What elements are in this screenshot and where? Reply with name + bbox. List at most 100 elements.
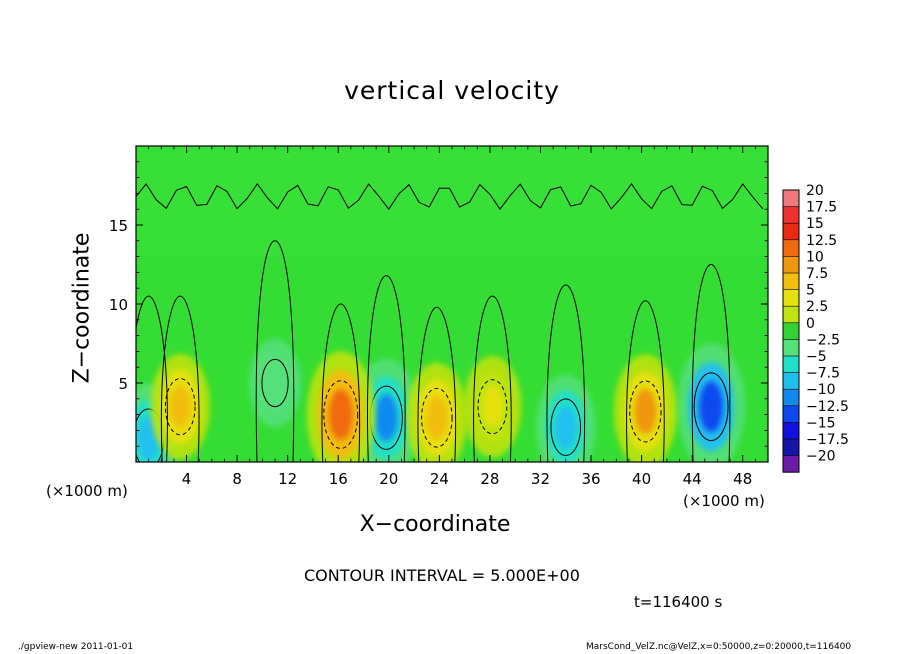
updraft-core	[699, 381, 724, 433]
zero-contour-line	[136, 295, 168, 462]
colorbar-swatch	[783, 190, 799, 207]
colorbar-swatch	[783, 389, 799, 406]
colorbar-swatch	[783, 322, 799, 340]
colorbar-swatch	[783, 439, 799, 456]
x-tick-label: 20	[379, 470, 398, 488]
updraft-contour	[261, 358, 289, 408]
colorbar-label: −17.5	[806, 432, 849, 448]
footer-left-text: ./gpview-new 2011-01-01	[18, 642, 134, 652]
plot-area	[136, 146, 768, 462]
updraft-core	[265, 365, 285, 401]
colorbar-label: −7.5	[806, 366, 840, 382]
colorbar-swatch	[783, 239, 799, 257]
colorbar-label: 0	[806, 316, 815, 332]
downdraft-core	[169, 385, 191, 428]
downdraft-feature	[614, 354, 677, 462]
downdraft-core	[426, 395, 448, 440]
colorbar-label: 2.5	[806, 299, 828, 315]
x-tick-label: 12	[278, 470, 297, 488]
updraft-feature	[677, 343, 746, 462]
downdraft-contour	[477, 379, 508, 435]
colorbar-label: −5	[806, 349, 827, 365]
colorbar-label: −12.5	[806, 399, 849, 415]
upper-contour-line	[136, 183, 764, 211]
colorbar-label: 5	[806, 283, 815, 299]
y-tick-label: 15	[109, 217, 128, 235]
colorbar-swatch	[783, 372, 799, 390]
downdraft-core	[482, 386, 503, 427]
colorbar-swatch	[783, 256, 799, 273]
x-tick-label: 32	[531, 470, 550, 488]
downdraft-feature	[463, 355, 522, 458]
x-tick-label: 40	[632, 470, 651, 488]
colorbar-label: 17.5	[806, 200, 837, 216]
zero-contour-line	[417, 306, 457, 462]
colorbar-label: 20	[806, 183, 824, 199]
colorbar-label: 7.5	[806, 266, 828, 282]
downdraft-core	[328, 389, 353, 441]
y-tick-label: 5	[118, 375, 128, 393]
zero-contour-line	[546, 284, 586, 462]
colorbar-label: −2.5	[806, 332, 840, 348]
footer-right-text: MarsCond_VelZ.nc@VelZ,x=0:50000,z=0:2000…	[586, 642, 852, 652]
updraft-core	[374, 394, 398, 442]
x-tick-label: 8	[232, 470, 242, 488]
zero-contour-line	[367, 275, 406, 462]
colorbar-swatch	[783, 422, 799, 439]
y-axis-label: Z−coordinate	[69, 232, 95, 384]
x-axis-label: X−coordinate	[359, 512, 511, 537]
updraft-feature	[536, 374, 596, 462]
x-tick-label: 36	[581, 470, 600, 488]
colorbar-swatch	[783, 306, 799, 323]
x-tick-label: 44	[683, 470, 702, 488]
colorbar-swatch	[783, 206, 799, 224]
x-axis-unit-left: (×1000 m)	[46, 482, 128, 500]
contour-interval-note: CONTOUR INTERVAL = 5.000E+00	[304, 566, 580, 585]
downdraft-feature	[406, 362, 468, 462]
x-tick-label: 28	[480, 470, 499, 488]
colorbar-label: −20	[806, 449, 836, 465]
downdraft-contour	[323, 380, 359, 449]
downdraft-feature	[150, 353, 210, 460]
zero-contour-line	[626, 300, 665, 462]
colorbar-label: −15	[806, 415, 836, 431]
colorbar-swatch	[783, 223, 799, 240]
zero-contour-line	[255, 240, 295, 462]
downdraft-contour	[164, 378, 196, 436]
zero-contour-line	[691, 263, 731, 462]
updraft-feature	[354, 358, 419, 462]
colorbar-label: −10	[806, 382, 836, 398]
updraft-core	[555, 406, 577, 449]
zero-contour-line	[321, 303, 361, 462]
x-tick-label: 24	[430, 470, 449, 488]
x-axis-unit-right: (×1000 m)	[683, 492, 765, 510]
downdraft-core	[634, 388, 657, 435]
colorbar: 2017.51512.5107.552.50−2.5−5−7.5−10−12.5…	[782, 183, 849, 473]
downdraft-contour	[629, 380, 662, 443]
y-tick-label: 10	[109, 296, 128, 314]
zero-contour-line	[473, 295, 512, 462]
x-tick-label: 48	[733, 470, 752, 488]
downdraft-feature	[306, 351, 375, 462]
downdraft-contour	[421, 387, 453, 448]
x-tick-label: 16	[329, 470, 348, 488]
colorbar-label: 12.5	[806, 233, 837, 249]
colorbar-swatch	[783, 455, 799, 473]
colorbar-label: 15	[806, 216, 824, 232]
colorbar-swatch	[783, 273, 799, 290]
colorbar-swatch	[783, 289, 799, 307]
colorbar-swatch	[783, 339, 799, 356]
upper-field-band	[136, 146, 768, 256]
colorbar-swatch	[783, 356, 799, 373]
colorbar-swatch	[783, 405, 799, 423]
zero-contour-line	[160, 295, 200, 462]
updraft-feature	[248, 338, 302, 428]
chart-title: vertical velocity	[344, 76, 560, 105]
updraft-contour	[550, 398, 582, 456]
colorbar-label: 10	[806, 249, 824, 265]
updraft-contour	[693, 372, 729, 442]
x-tick-label: 4	[182, 470, 192, 488]
time-stamp: t=116400 s	[634, 593, 723, 611]
